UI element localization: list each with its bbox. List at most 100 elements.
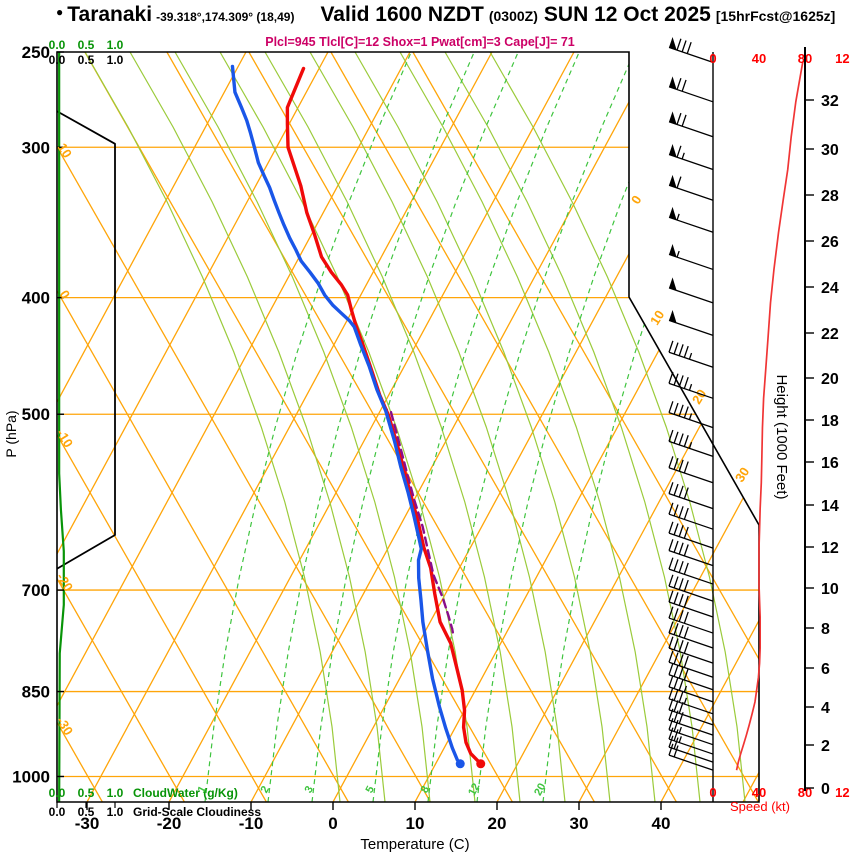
dewpoint-curve	[230, 64, 462, 766]
wind-barb-full	[678, 375, 684, 388]
wind-barb	[668, 521, 714, 549]
wind-barb-full	[668, 521, 674, 534]
mixing-ratio-line	[372, 52, 580, 802]
height-tick-label: 0	[821, 781, 830, 798]
cloudiness-scale-bottom: 0.0	[49, 805, 66, 819]
height-tick-label: 26	[821, 234, 839, 251]
wind-barb-full	[678, 542, 684, 555]
wind-barb-full	[678, 701, 684, 714]
station-bullet-icon: ●	[56, 5, 64, 19]
wind-barb-flag	[669, 76, 677, 90]
speed-tick-label-top: 0	[709, 51, 716, 66]
wind-barb-full	[673, 576, 679, 589]
temperature-tick-label: 30	[570, 814, 589, 833]
wind-barb-full	[681, 79, 687, 92]
wind-barb-full	[673, 504, 679, 517]
height-tick-label: 28	[821, 188, 839, 205]
wind-barb-full	[673, 623, 679, 635]
isotherm-label: 30	[732, 465, 752, 485]
wind-barb	[668, 698, 714, 726]
moist-adiabat-line	[354, 52, 611, 802]
wind-barb-full	[673, 402, 679, 415]
wind-barb-full	[668, 698, 674, 711]
cloudiness-scale-top: 0.5	[78, 53, 95, 67]
wind-barb-full	[683, 487, 689, 500]
wind-barb-flag	[669, 310, 677, 324]
speed-tick-label-bottom: 40	[752, 785, 766, 800]
pressure-tick-label: 250	[22, 43, 50, 62]
wind-barb-stem	[668, 674, 714, 691]
wind-barb-stem	[668, 601, 714, 618]
wind-barb-full	[678, 344, 684, 356]
speed-axis-title: Speed (kt)	[730, 799, 790, 814]
wind-barb-full	[683, 406, 689, 419]
wind-barb-full	[668, 727, 674, 740]
wind-barb-half	[676, 250, 680, 258]
wind-barb-full	[681, 40, 687, 53]
wind-barb-full	[683, 579, 689, 592]
wind-barb-full	[673, 483, 679, 496]
height-tick-label: 30	[821, 142, 839, 159]
dry-adiabat-line	[57, 52, 267, 802]
wind-barb-flag	[669, 144, 677, 158]
wind-barb-full	[673, 677, 679, 689]
temperature-curve	[285, 66, 483, 766]
wind-barb-full	[683, 544, 689, 557]
wind-barb-half	[688, 352, 693, 360]
wind-barb-full	[683, 668, 689, 681]
wind-barb-full	[668, 636, 674, 649]
wind-barb-stem	[668, 585, 714, 602]
wind-barb-full	[678, 404, 684, 417]
wind-barb-full	[668, 650, 674, 663]
wind-barb	[668, 429, 714, 458]
wind-barb-full	[678, 578, 684, 590]
wind-barb	[668, 718, 714, 746]
isotherm-label: 10	[647, 308, 667, 328]
pressure-tick-label: 700	[22, 581, 50, 600]
height-tick-label: 10	[821, 581, 839, 598]
wind-barb-full	[678, 609, 684, 622]
wind-barb-stem	[668, 216, 714, 233]
wind-barb-half	[678, 736, 682, 743]
wind-barb-stem	[668, 698, 714, 715]
isotherm-line	[578, 52, 759, 802]
pressure-tick-label: 400	[22, 289, 50, 308]
wind-barb-half	[683, 685, 688, 693]
mixing-ratio-label: 20	[532, 781, 548, 797]
isotherm-line	[57, 52, 329, 802]
mixing-ratio-line	[311, 52, 519, 802]
cloudiness-scale-top: 1.0	[107, 53, 124, 67]
wind-barb	[668, 111, 714, 138]
wind-barb-stem	[668, 661, 714, 678]
pressure-tick-label: 500	[22, 405, 50, 424]
chart-header: ● Taranaki -39.318°,174.309° (18,49) Valid …	[56, 3, 835, 27]
wind-barb	[668, 606, 714, 634]
wind-barb-stem	[668, 568, 714, 585]
moist-adiabat-line	[174, 52, 431, 802]
wind-barb-full	[676, 77, 682, 90]
wind-barb-full	[683, 345, 689, 358]
wind-barb-half	[688, 413, 693, 420]
wind-barb-flag	[669, 206, 677, 220]
wind-barb-full	[673, 638, 679, 651]
temperature-axis: -30 -20 -10 0 10 20 30 40 Temperature (C)	[75, 802, 670, 853]
moist-adiabat-line	[84, 52, 341, 802]
wind-barb	[668, 340, 714, 368]
wind-barb-full	[673, 523, 679, 536]
wind-barb-full	[673, 652, 679, 665]
wind-barb-full	[668, 401, 674, 413]
wind-barb-full	[673, 342, 679, 355]
wind-barb-full	[678, 690, 684, 703]
wind-barb-full	[683, 626, 689, 639]
cloudwater-scale-top: 0.5	[78, 38, 95, 52]
wind-barb	[668, 675, 714, 703]
wind-barb-stem	[668, 121, 714, 138]
temperature-tick-label: -20	[157, 814, 182, 833]
mixing-ratio-label: 1	[196, 784, 209, 795]
pressure-tick-label: 850	[22, 683, 50, 702]
wind-barb	[668, 502, 714, 530]
wind-barb	[668, 539, 714, 567]
dry-adiabat-line	[84, 52, 513, 802]
